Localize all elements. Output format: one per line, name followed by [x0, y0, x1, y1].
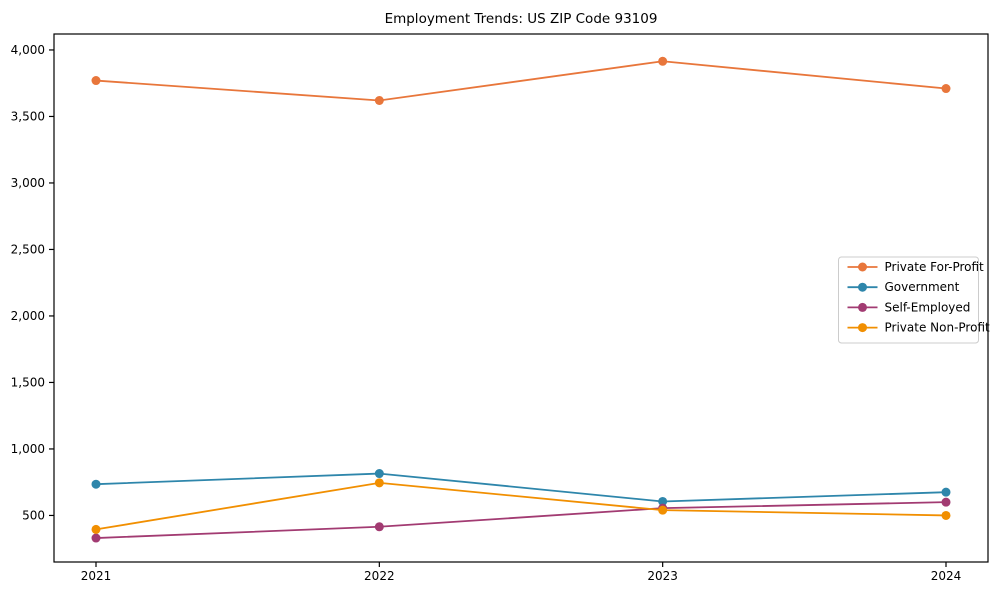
series-line-private-non-profit: [95, 481, 947, 531]
series-marker-government: [91, 479, 101, 489]
series-marker-government: [658, 496, 668, 506]
x-tick-label: 2021: [81, 569, 112, 583]
series-marker-government: [374, 469, 384, 479]
legend-label-private-for-profit: Private For-Profit: [885, 260, 985, 274]
series-line-private-for-profit: [95, 60, 947, 102]
legend-marker-government: [858, 282, 867, 292]
chart-title: Employment Trends: US ZIP Code 93109: [384, 11, 658, 27]
series-marker-self-employed: [374, 522, 384, 532]
series-marker-private-non-profit: [658, 505, 668, 515]
y-tick-label: 3,000: [11, 176, 45, 190]
legend-marker-private-non-profit: [858, 323, 867, 333]
series-marker-private-for-profit: [91, 76, 101, 86]
series-marker-private-non-profit: [91, 524, 101, 534]
y-tick-label: 1,500: [11, 375, 45, 389]
y-tick-label: 2,500: [11, 242, 45, 256]
legend-box: [838, 256, 979, 344]
plot-border: [53, 33, 989, 563]
y-tick-label: 2,000: [11, 309, 45, 323]
legend-label-self-employed: Self-Employed: [885, 300, 971, 314]
series-line-government: [95, 472, 947, 503]
series-marker-private-for-profit: [374, 95, 384, 105]
x-tick-label: 2024: [931, 569, 962, 583]
legend-marker-private-for-profit: [858, 262, 867, 272]
y-tick-label: 500: [22, 508, 45, 522]
series-marker-private-for-profit: [658, 56, 668, 66]
legend-marker-self-employed: [858, 302, 867, 312]
series-marker-private-non-profit: [941, 510, 951, 520]
x-tick-label: 2022: [364, 569, 395, 583]
y-tick-label: 1,000: [11, 442, 45, 456]
legend-label-government: Government: [885, 280, 960, 294]
series-line-self-employed: [95, 501, 947, 539]
series-marker-self-employed: [941, 497, 951, 507]
series-marker-private-non-profit: [374, 478, 384, 488]
y-tick-label: 3,500: [11, 109, 45, 123]
y-tick-label: 4,000: [11, 43, 45, 57]
series-marker-self-employed: [91, 533, 101, 543]
series-marker-private-for-profit: [941, 84, 951, 94]
x-tick-label: 2023: [647, 569, 678, 583]
legend-label-private-non-profit: Private Non-Profit: [885, 321, 991, 335]
series-marker-government: [941, 487, 951, 497]
